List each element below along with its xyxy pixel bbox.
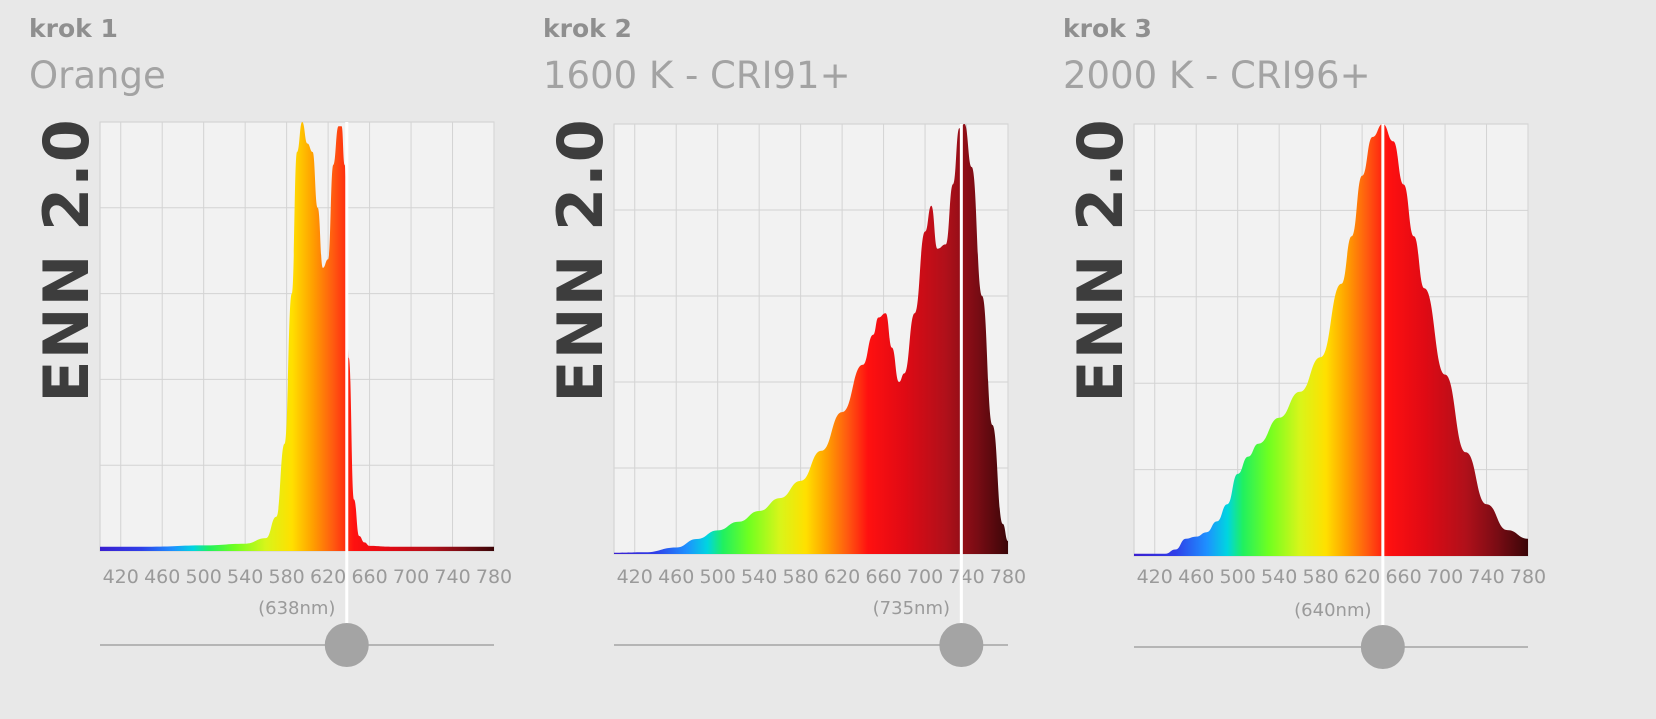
panel-heading: Orange [29,54,166,97]
spectrum-area [1134,124,1528,556]
x-tick-label: 580 [268,566,304,588]
x-tick-label: 580 [782,566,818,588]
x-tick-label: 420 [1137,566,1173,588]
step-label: krok 2 [543,14,632,43]
x-tick-label: 740 [1468,566,1504,588]
x-tick-label: 700 [907,566,943,588]
x-tick-label: 500 [186,566,222,588]
wavelength-slider[interactable] [29,0,529,719]
x-tick-label: 460 [1178,566,1214,588]
panel-heading: 2000 K - CRI96+ [1063,54,1371,97]
x-tick-label: 500 [1220,566,1256,588]
x-tick-label: 660 [351,566,387,588]
slider-knob[interactable] [939,623,984,667]
x-tick-label: 460 [658,566,694,588]
peak-wavelength-label: (638nm) [258,598,335,619]
x-tick-label: 580 [1302,566,1338,588]
x-tick-label: 780 [990,566,1026,588]
x-tick-label: 780 [476,566,512,588]
spectrum-chart: 420 460 500 540 580 620 660 700 740 780 (638nm) [99,121,512,645]
x-tick-label: 420 [103,566,139,588]
spectrum-area [614,124,1008,554]
panel-krok-3: krok 3 2000 K - CRI96+ ENN 2.0 420 460 500… [1063,0,1603,719]
slider-knob[interactable] [324,623,369,667]
peak-wavelength-label: (640nm) [1294,600,1371,621]
peak-wavelength-label: (735nm) [873,598,950,619]
step-label: krok 3 [1063,14,1152,43]
x-tick-label: 780 [1510,566,1546,588]
x-tick-label: 620 [310,566,346,588]
x-tick-label: 700 [393,566,429,588]
slider-knob[interactable] [1360,625,1405,669]
x-tick-label: 740 [434,566,470,588]
wavelength-slider[interactable] [1063,0,1563,719]
x-tick-label: 620 [1344,566,1380,588]
panel-krok-2: krok 2 1600 K - CRI91+ ENN 2.0 420 460 500… [543,0,1083,719]
step-label: krok 1 [29,14,118,43]
x-tick-label: 540 [1261,566,1297,588]
x-tick-label: 740 [948,566,984,588]
x-tick-label: 540 [227,566,263,588]
x-tick-label: 660 [1385,566,1421,588]
x-tick-label: 620 [824,566,860,588]
x-tick-label: 460 [144,566,180,588]
x-tick-label: 700 [1427,566,1463,588]
panel-krok-1: krok 1 Orange ENN 2.0 420 460 500 540 580 620… [29,0,569,719]
spectrum-area [100,122,494,551]
x-tick-label: 540 [741,566,777,588]
spectrum-chart: 420 460 500 540 580 620 660 700 740 780 (735nm) [613,123,1026,645]
x-tick-label: 420 [617,566,653,588]
wavelength-slider[interactable] [543,0,1043,719]
panel-heading: 1600 K - CRI91+ [543,54,851,97]
x-tick-label: 500 [700,566,736,588]
spectrum-chart: 420 460 500 540 580 620 660 700 740 780 (640nm) [1133,123,1546,647]
x-tick-label: 660 [865,566,901,588]
